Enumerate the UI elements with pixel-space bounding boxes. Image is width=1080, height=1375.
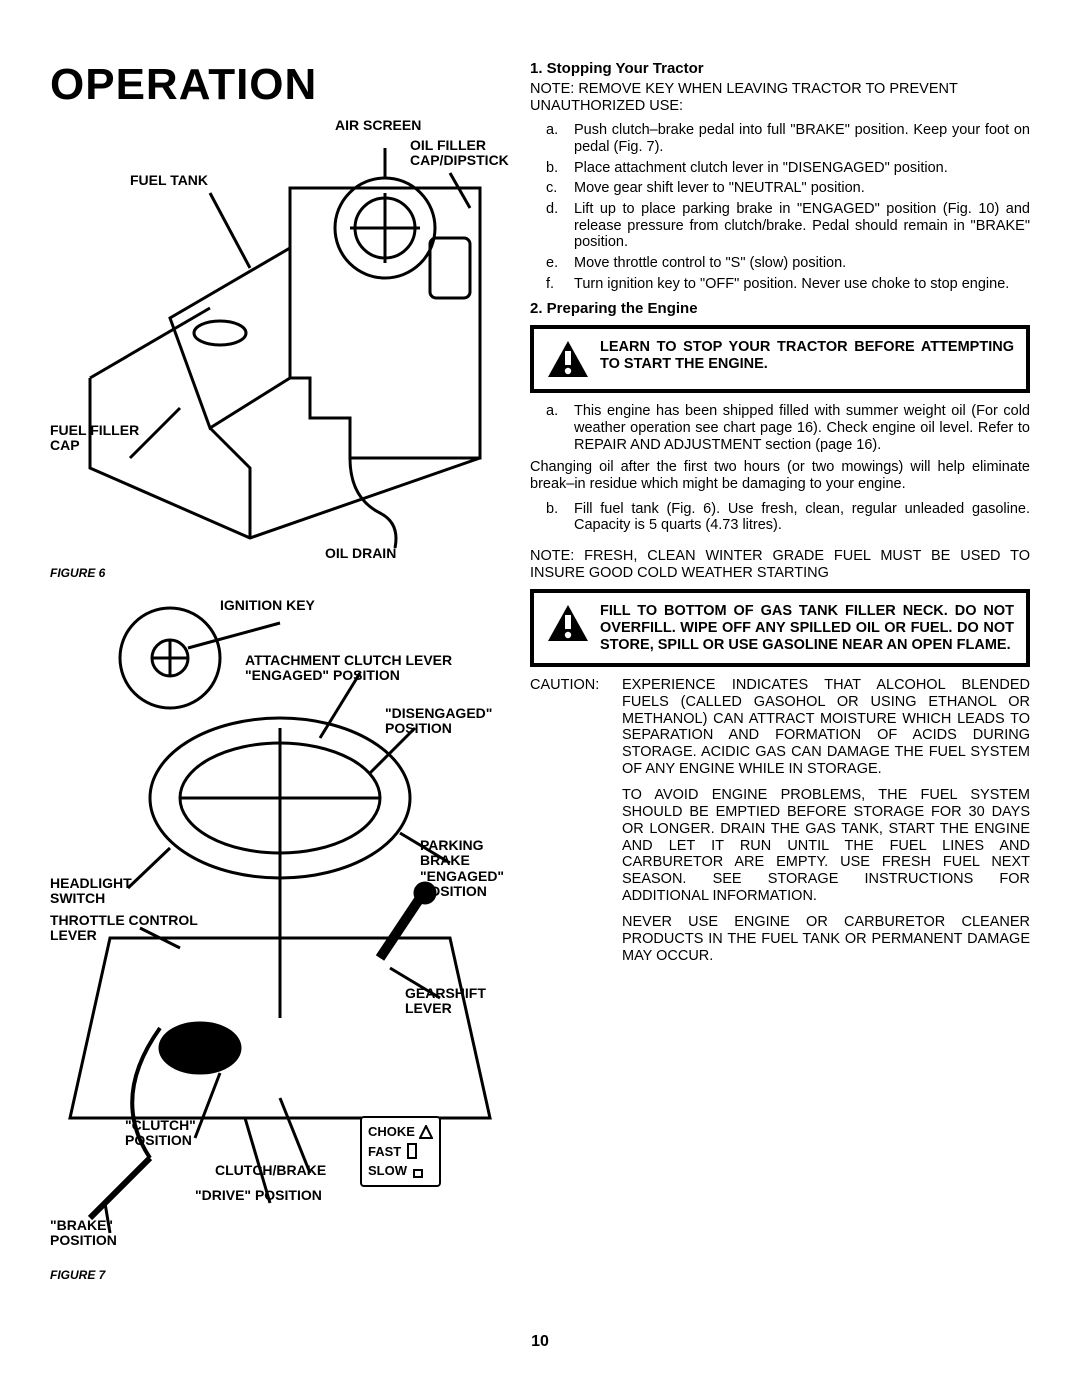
left-column: OPERATION xyxy=(50,60,510,1298)
list-item: e.Move throttle control to "S" (slow) po… xyxy=(574,255,1030,272)
list-item: d.Lift up to place parking brake in "ENG… xyxy=(574,201,1030,251)
right-column: 1. Stopping Your Tractor NOTE: REMOVE KE… xyxy=(530,60,1030,1298)
list-item: b.Place attachment clutch lever in "DISE… xyxy=(574,160,1030,177)
s2-note2: NOTE: FRESH, CLEAN WINTER GRADE FUEL MUS… xyxy=(530,548,1030,581)
section1-note: NOTE: REMOVE KEY WHEN LEAVING TRACTOR TO… xyxy=(530,81,1030,114)
warning-box-1: LEARN TO STOP YOUR TRACTOR BEFORE ATTEMP… xyxy=(530,325,1030,393)
warning-box-2: FILL TO BOTTOM OF GAS TANK FILLER NECK. … xyxy=(530,589,1030,667)
triangle-up-icon xyxy=(419,1125,433,1139)
label-brake-pos: "BRAKE" POSITION xyxy=(50,1218,140,1249)
label-parking-brake: PARKING BRAKE "ENGAGED" POSITION xyxy=(420,838,520,900)
label-choke: CHOKE xyxy=(368,1122,415,1142)
page-title: OPERATION xyxy=(50,60,510,110)
section1-head: 1. Stopping Your Tractor xyxy=(530,60,1030,77)
label-fuel-filler-cap: FUEL FILLER CAP xyxy=(50,423,160,454)
warning-triangle-icon xyxy=(546,603,590,643)
throttle-panel: CHOKE FAST SLOW xyxy=(360,1116,441,1187)
figure-6: AIR SCREEN OIL FILLER CAP/DIPSTICK FUEL … xyxy=(50,118,510,568)
caution-block: CAUTION: EXPERIENCE INDICATES THAT ALCOH… xyxy=(530,677,1030,777)
s2-item-b: b.Fill fuel tank (Fig. 6). Use fresh, cl… xyxy=(530,501,1030,534)
s2-item-a: a.This engine has been shipped filled wi… xyxy=(530,403,1030,453)
list-item: c.Move gear shift lever to "NEUTRAL" pos… xyxy=(574,180,1030,197)
label-drive-pos: "DRIVE" POSITION xyxy=(195,1188,322,1203)
label-oil-drain: OIL DRAIN xyxy=(325,546,396,561)
label-fuel-tank: FUEL TANK xyxy=(130,173,208,188)
fast-icon xyxy=(405,1143,419,1159)
label-headlight: HEADLIGHT SWITCH xyxy=(50,876,150,907)
warning-triangle-icon xyxy=(546,339,590,379)
label-throttle: THROTTLE CONTROL LEVER xyxy=(50,913,200,944)
figure6-caption: FIGURE 6 xyxy=(50,566,105,580)
figure7-caption: FIGURE 7 xyxy=(50,1268,105,1282)
warning2-text: FILL TO BOTTOM OF GAS TANK FILLER NECK. … xyxy=(600,603,1014,653)
warning1-text: LEARN TO STOP YOUR TRACTOR BEFORE ATTEMP… xyxy=(600,339,1014,372)
page-number: 10 xyxy=(531,1333,549,1351)
caution-block-3: NEVER USE ENGINE OR CARBURETOR CLEANER P… xyxy=(530,914,1030,964)
figure-7: IGNITION KEY ATTACHMENT CLUTCH LEVER "EN… xyxy=(50,598,510,1298)
label-gearshift: GEARSHIFT LEVER xyxy=(405,986,505,1017)
caution-block-2: TO AVOID ENGINE PROBLEMS, THE FUEL SYSTE… xyxy=(530,787,1030,904)
label-air-screen: AIR SCREEN xyxy=(335,118,421,133)
list-item: a.Push clutch–brake pedal into full "BRA… xyxy=(574,122,1030,155)
label-ignition-key: IGNITION KEY xyxy=(220,598,315,613)
s2-change-oil: Changing oil after the first two hours (… xyxy=(530,459,1030,492)
slow-icon xyxy=(411,1164,425,1178)
section1-list: a.Push clutch–brake pedal into full "BRA… xyxy=(530,122,1030,292)
list-item: f.Turn ignition key to "OFF" position. N… xyxy=(574,276,1030,293)
label-disengaged: "DISENGAGED" POSITION xyxy=(385,706,515,737)
label-clutch-brake: CLUTCH/BRAKE xyxy=(215,1163,326,1178)
label-oil-filler: OIL FILLER CAP/DIPSTICK xyxy=(410,138,520,169)
figure6-drawing xyxy=(50,118,510,568)
label-clutch-pos: "CLUTCH" POSITION xyxy=(125,1118,215,1149)
label-slow: SLOW xyxy=(368,1161,407,1181)
label-attachment-clutch: ATTACHMENT CLUTCH LEVER "ENGAGED" POSITI… xyxy=(245,653,505,684)
label-fast: FAST xyxy=(368,1142,401,1162)
section2-head: 2. Preparing the Engine xyxy=(530,300,1030,317)
